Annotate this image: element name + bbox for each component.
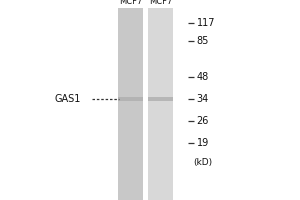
- Text: 117: 117: [196, 18, 215, 28]
- Bar: [118, 8, 143, 200]
- Text: GAS1: GAS1: [55, 94, 81, 104]
- Text: MCF7: MCF7: [119, 0, 142, 6]
- Bar: [148, 8, 173, 200]
- Text: 85: 85: [196, 36, 209, 46]
- Text: 19: 19: [196, 138, 209, 148]
- Text: 26: 26: [196, 116, 209, 126]
- Bar: [118, 97, 143, 101]
- Text: MCF7: MCF7: [149, 0, 172, 6]
- Text: 48: 48: [196, 72, 209, 82]
- Text: 34: 34: [196, 94, 209, 104]
- Bar: [148, 97, 173, 101]
- Text: (kD): (kD): [194, 158, 213, 168]
